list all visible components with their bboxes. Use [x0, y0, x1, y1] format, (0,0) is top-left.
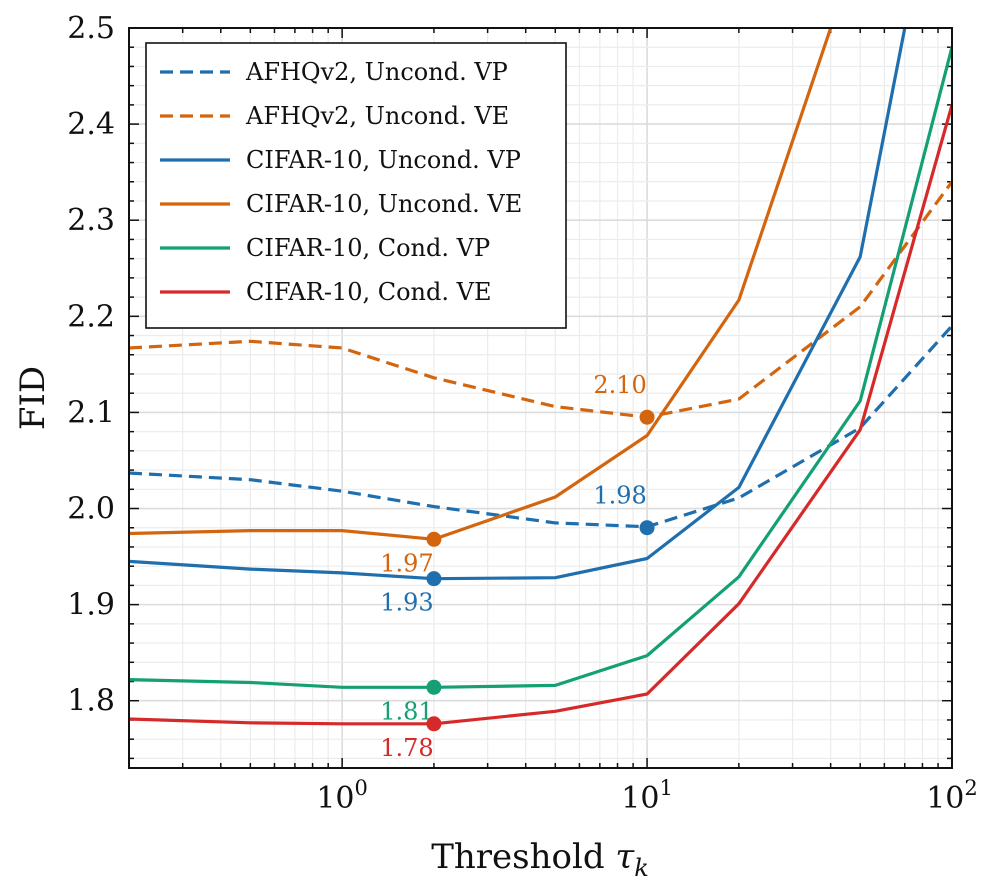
marker-label: 1.78: [380, 734, 433, 762]
axis-ticks: 1.8 1.9 2.0 2.1 2.2 2.3 2.4 2.5 100 101 102: [67, 11, 978, 816]
marker-label: 1.97: [380, 549, 433, 577]
highlight-marker: [639, 520, 655, 536]
y-tick-label: 2.4: [67, 107, 115, 142]
series-line: [129, 46, 952, 689]
highlight-markers: 1.98 2.10 1.93 1.97 1.81 1.78: [380, 371, 655, 762]
y-tick-label: 2.1: [67, 395, 115, 430]
marker-label: 1.98: [593, 482, 646, 510]
highlight-marker: [426, 679, 442, 695]
legend-label: AFHQv2, Uncond. VP: [245, 58, 508, 86]
x-axis-label: Threshold τk: [431, 837, 649, 882]
y-axis-label: FID: [13, 366, 53, 430]
series-lines: [129, 28, 952, 726]
legend: AFHQv2, Uncond. VP AFHQv2, Uncond. VE CIFA…: [145, 42, 567, 329]
y-tick-label: 2.0: [67, 492, 115, 527]
legend-label: CIFAR-10, Cond. VP: [246, 234, 490, 262]
series-line: [129, 324, 952, 529]
legend-label: AFHQv2, Uncond. VE: [245, 102, 509, 130]
legend-label: CIFAR-10, Uncond. VE: [246, 190, 522, 218]
y-tick-label: 2.3: [67, 203, 115, 238]
legend-box: [145, 42, 567, 329]
series-line: [129, 28, 833, 541]
y-tick-label: 1.8: [67, 684, 115, 719]
x-tick-label: 102: [926, 776, 978, 816]
highlight-marker: [426, 571, 442, 587]
marker-label: 1.81: [380, 697, 433, 725]
series-line: [129, 28, 907, 581]
legend-label: CIFAR-10, Cond. VE: [246, 278, 491, 306]
marker-label: 2.10: [593, 371, 646, 399]
y-tick-label: 2.2: [67, 299, 115, 334]
series-line: [129, 180, 952, 419]
y-tick-label: 2.5: [67, 11, 115, 46]
x-tick-label: 100: [316, 776, 368, 816]
highlight-marker: [426, 531, 442, 547]
marker-label: 1.93: [380, 589, 433, 617]
x-tick-label: 101: [621, 776, 673, 816]
highlight-marker: [426, 716, 442, 732]
legend-label: CIFAR-10, Uncond. VP: [246, 146, 521, 174]
plot-frame: [128, 27, 953, 769]
y-tick-label: 1.9: [67, 588, 115, 623]
series-line: [129, 104, 952, 726]
highlight-marker: [639, 409, 655, 425]
